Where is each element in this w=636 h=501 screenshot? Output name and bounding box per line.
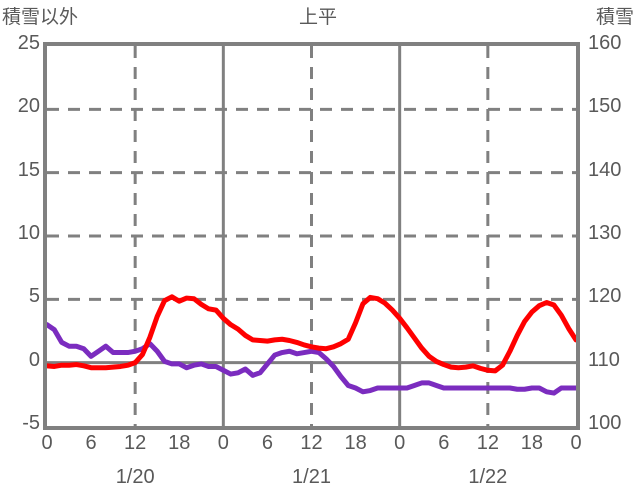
x-tick-2: 12 [124, 432, 147, 454]
left-tick-10: 10 [17, 222, 40, 244]
plot-area [43, 42, 580, 430]
right-tick-140: 140 [588, 158, 622, 181]
x-tick-4: 0 [217, 432, 229, 454]
left-tick--5: -5 [22, 412, 40, 434]
x-tick-10: 12 [476, 432, 499, 454]
right-tick-120: 120 [588, 285, 622, 308]
left-tick-5: 5 [28, 285, 40, 308]
day-label-1-20: 1/20 [115, 466, 155, 488]
plot-svg [47, 46, 576, 426]
x-tick-11: 18 [520, 432, 544, 454]
right-tick-150: 150 [588, 95, 622, 118]
right-tick-130: 130 [588, 222, 622, 244]
x-tick-0: 0 [41, 432, 53, 454]
x-tick-5: 6 [261, 432, 273, 454]
x-tick-7: 18 [344, 432, 367, 454]
x-tick-12: 0 [570, 432, 582, 454]
x-tick-6: 12 [300, 432, 323, 454]
x-tick-8: 0 [394, 432, 406, 454]
chart-title: 上平 [298, 7, 337, 28]
series-line-other [47, 322, 576, 396]
day-label-1-21: 1/21 [292, 466, 331, 488]
x-tick-3: 18 [168, 432, 191, 454]
right-tick-110: 110 [588, 348, 620, 371]
left-tick-15: 15 [17, 158, 40, 181]
day-label-1-22: 1/22 [468, 466, 508, 488]
x-tick-1: 6 [85, 432, 97, 454]
left-tick-20: 20 [17, 95, 40, 118]
right-tick-160: 160 [588, 32, 622, 54]
left-axis-title: 積雪以外 [2, 7, 79, 28]
series-line-snow [47, 294, 576, 374]
x-tick-9: 6 [438, 432, 450, 454]
left-tick-0: 0 [28, 348, 40, 371]
right-axis-title: 積雪 [595, 7, 634, 28]
left-tick-25: 25 [17, 32, 40, 54]
right-tick-100: 100 [588, 412, 622, 434]
